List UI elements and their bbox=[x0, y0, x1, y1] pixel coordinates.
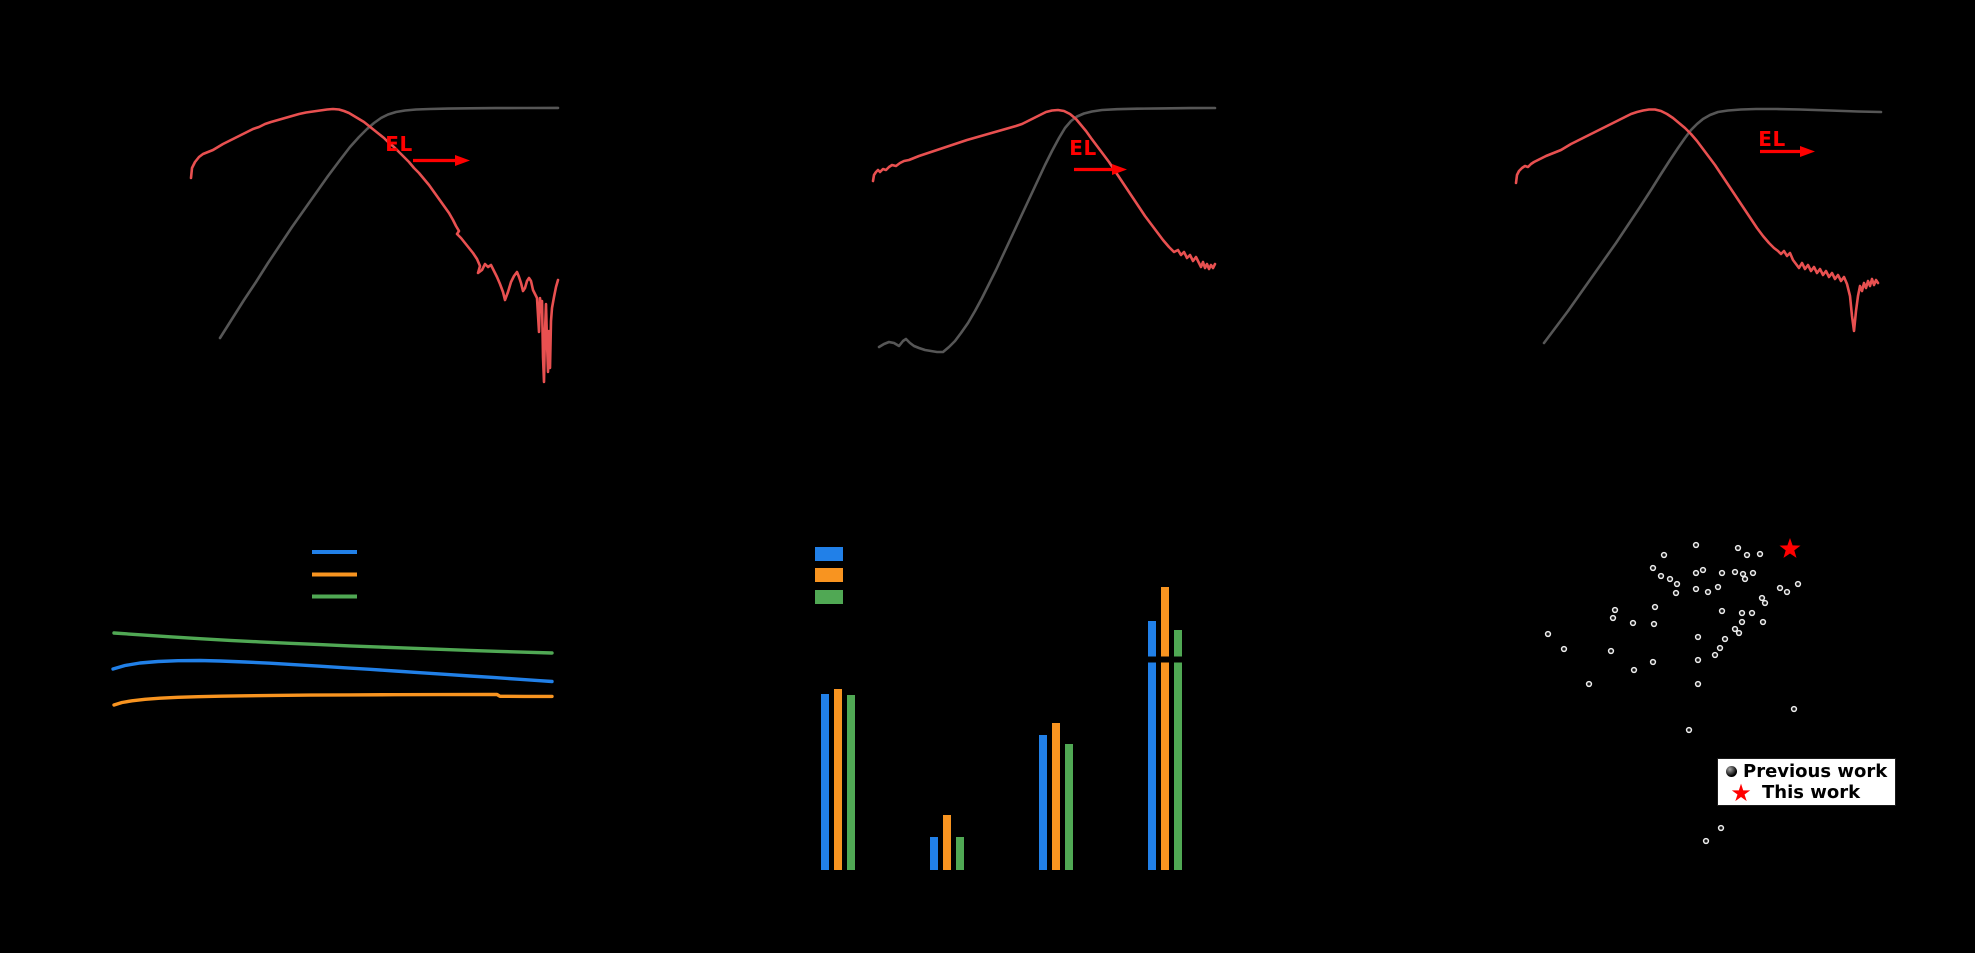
benchmark-scatter-panel-data-point bbox=[1711, 651, 1719, 659]
benchmark-scatter-panel-data-point bbox=[1741, 575, 1749, 583]
this-work-star-icon: ★ bbox=[1730, 778, 1752, 807]
spectrum-panel-1-response-curve bbox=[218, 106, 560, 340]
benchmark-scatter-panel-data-point bbox=[1694, 680, 1702, 688]
benchmark-scatter-panel-data-point bbox=[1756, 550, 1764, 558]
benchmark-scatter-panel-data-point bbox=[1611, 606, 1619, 614]
spectrum-panel-2-response-curve bbox=[877, 106, 1217, 354]
benchmark-scatter-panel-data-point bbox=[1718, 607, 1726, 615]
grouped-bar-panel-legend-patch-orange bbox=[815, 568, 843, 582]
scatter-legend: Previous work ★ This work bbox=[1717, 758, 1896, 806]
benchmark-scatter-panel-data-point bbox=[1761, 599, 1769, 607]
benchmark-scatter-panel-data-point bbox=[1694, 633, 1702, 641]
spectrum-panel-1-el-spectrum bbox=[189, 107, 560, 384]
spectrum-panel-1-arrowhead-icon bbox=[455, 155, 470, 166]
benchmark-scatter-panel-data-point bbox=[1560, 645, 1568, 653]
legend-row-this-work: ★ This work bbox=[1726, 778, 1887, 807]
benchmark-scatter-panel-data-point bbox=[1692, 585, 1700, 593]
benchmark-scatter-panel-data-point bbox=[1699, 566, 1707, 574]
spectrum-panel-2-arrowhead-icon bbox=[1112, 164, 1127, 175]
marker-cell bbox=[1726, 766, 1737, 777]
grouped-bar-panel-bar-orange-g2 bbox=[943, 815, 951, 870]
benchmark-scatter-panel-data-point bbox=[1743, 551, 1751, 559]
stability-lines-panel-series-orange bbox=[112, 692, 554, 707]
benchmark-scatter-panel-data-point bbox=[1657, 572, 1665, 580]
stability-lines-panel-series-blue bbox=[111, 658, 554, 684]
benchmark-scatter-panel-data-point bbox=[1794, 580, 1802, 588]
legend-row-previous-work: Previous work bbox=[1726, 761, 1887, 782]
benchmark-scatter-panel-data-point bbox=[1704, 588, 1712, 596]
benchmark-scatter-panel-data-point bbox=[1692, 541, 1700, 549]
benchmark-scatter-panel-data-point bbox=[1731, 568, 1739, 576]
benchmark-scatter-panel-data-point bbox=[1666, 575, 1674, 583]
benchmark-scatter-panel-data-point bbox=[1735, 629, 1743, 637]
benchmark-scatter-panel-data-point bbox=[1649, 564, 1657, 572]
el-annotation-2: EL bbox=[1069, 136, 1097, 160]
grouped-bar-panel-legend-patch-blue bbox=[815, 547, 843, 561]
benchmark-scatter-panel-data-point bbox=[1776, 584, 1784, 592]
benchmark-scatter-panel-data-point bbox=[1714, 583, 1722, 591]
benchmark-scatter-panel-data-point bbox=[1629, 619, 1637, 627]
grouped-bar-panel-bar-blue-g4 bbox=[1148, 621, 1156, 870]
grouped-bar-panel-bar-blue-g2 bbox=[930, 837, 938, 870]
el-annotation-1: EL bbox=[385, 132, 413, 156]
previous-work-dot-icon bbox=[1726, 766, 1737, 777]
benchmark-scatter-panel-data-point bbox=[1607, 647, 1615, 655]
spectrum-panel-3-el-spectrum bbox=[1514, 108, 1880, 333]
benchmark-scatter-panel-data-point bbox=[1717, 824, 1725, 832]
benchmark-scatter-panel-data-point bbox=[1672, 589, 1680, 597]
benchmark-scatter-panel-data-point bbox=[1692, 569, 1700, 577]
grouped-bar-panel-bar-blue-g1 bbox=[821, 694, 829, 870]
benchmark-scatter-panel-data-point bbox=[1718, 569, 1726, 577]
benchmark-scatter-panel-data-point bbox=[1731, 625, 1739, 633]
benchmark-scatter-panel-data-point bbox=[1630, 666, 1638, 674]
benchmark-scatter-panel-data-point bbox=[1716, 644, 1724, 652]
benchmark-scatter-panel-data-point bbox=[1649, 658, 1657, 666]
grouped-bar-panel-bar-blue-g3 bbox=[1039, 735, 1047, 870]
benchmark-scatter-panel-this-work-star-icon bbox=[1779, 538, 1801, 558]
grouped-bar-panel-bar-green-g3 bbox=[1065, 744, 1073, 870]
grouped-bar-panel-bar-green-g4 bbox=[1174, 630, 1182, 870]
benchmark-scatter-panel-data-point bbox=[1790, 705, 1798, 713]
benchmark-scatter-panel-data-point bbox=[1739, 570, 1747, 578]
spectrum-panel-3-arrowhead-icon bbox=[1800, 146, 1815, 157]
this-work-label: This work bbox=[1762, 782, 1861, 803]
previous-work-label: Previous work bbox=[1743, 761, 1888, 782]
spectrum-panel-3-response-curve bbox=[1542, 107, 1883, 345]
benchmark-scatter-panel-data-point bbox=[1660, 551, 1668, 559]
grouped-bar-panel-bar-green-g1 bbox=[847, 695, 855, 870]
benchmark-scatter-panel-data-point bbox=[1783, 588, 1791, 596]
el-annotation-3: EL bbox=[1758, 127, 1786, 151]
benchmark-scatter-panel-data-point bbox=[1738, 618, 1746, 626]
benchmark-scatter-panel-data-point bbox=[1748, 609, 1756, 617]
grouped-bar-panel-bar-orange-g1 bbox=[834, 689, 842, 870]
benchmark-scatter-panel-data-point bbox=[1609, 614, 1617, 622]
benchmark-scatter-panel-data-point bbox=[1585, 680, 1593, 688]
grouped-bar-panel-legend-patch-green bbox=[815, 590, 843, 604]
benchmark-scatter-panel-data-point bbox=[1685, 726, 1693, 734]
grouped-bar-panel-bar-green-g2 bbox=[956, 837, 964, 870]
benchmark-scatter-panel-data-point bbox=[1749, 569, 1757, 577]
benchmark-scatter-panel-data-point bbox=[1734, 544, 1742, 552]
benchmark-scatter-panel-data-point bbox=[1738, 609, 1746, 617]
benchmark-scatter-panel-data-point bbox=[1759, 618, 1767, 626]
spectrum-panel-2-el-spectrum bbox=[871, 108, 1217, 271]
benchmark-scatter-panel-data-point bbox=[1694, 656, 1702, 664]
benchmark-scatter-panel-data-point bbox=[1544, 630, 1552, 638]
benchmark-scatter-panel-data-point bbox=[1650, 620, 1658, 628]
benchmark-scatter-panel-data-point bbox=[1673, 580, 1681, 588]
grouped-bar-panel-axis-break-band bbox=[1145, 656, 1185, 663]
benchmark-scatter-panel-data-point bbox=[1702, 837, 1710, 845]
grouped-bar-panel-bar-orange-g4 bbox=[1161, 587, 1169, 870]
stability-lines-panel-series-green bbox=[112, 631, 554, 655]
grouped-bar-panel-bar-orange-g3 bbox=[1052, 723, 1060, 870]
benchmark-scatter-panel-data-point bbox=[1758, 594, 1766, 602]
benchmark-scatter-panel-data-point bbox=[1721, 635, 1729, 643]
marker-cell: ★ bbox=[1726, 778, 1756, 807]
benchmark-scatter-panel-data-point bbox=[1651, 603, 1659, 611]
